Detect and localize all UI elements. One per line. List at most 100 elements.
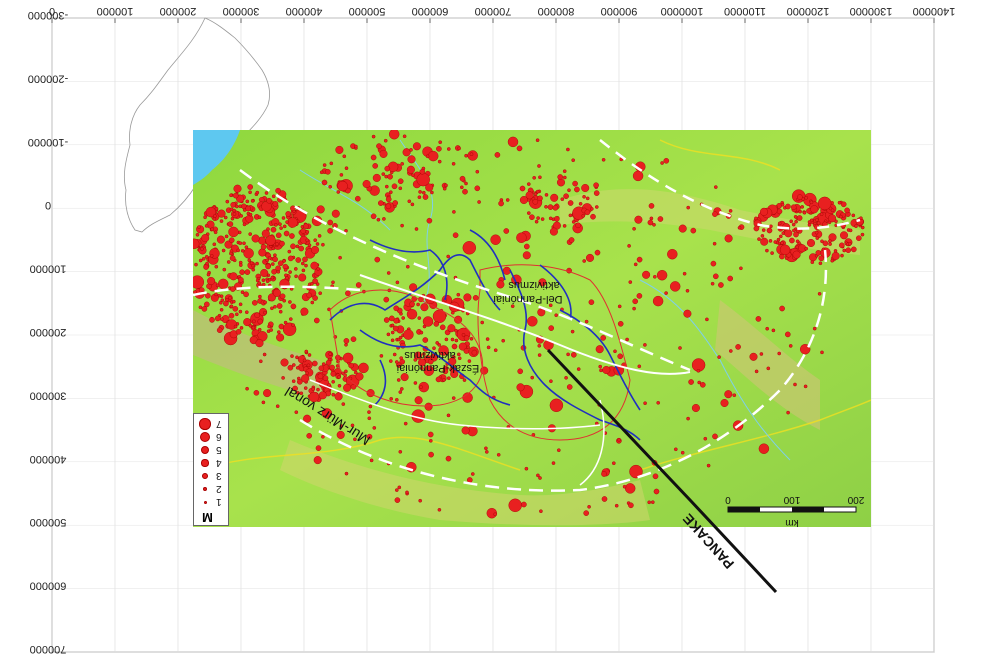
epicenter-dot [281, 376, 285, 380]
epicenter-dot [283, 230, 290, 237]
epicenter-dot [547, 204, 554, 210]
epicenter-dot [222, 267, 227, 272]
epicenter-dot [423, 365, 434, 376]
epicenter-dot [773, 240, 778, 244]
epicenter-dot [317, 373, 324, 380]
epicenter-dot [284, 273, 288, 278]
epicenter-dot [446, 147, 451, 151]
epicenter-dot [771, 328, 776, 333]
epicenter-dot [800, 205, 805, 209]
epicenter-dot [480, 320, 485, 325]
epicenter-dot [276, 330, 281, 334]
epicenter-dot [289, 233, 295, 239]
epicenter-dot [427, 431, 434, 438]
epicenter-dot [770, 251, 774, 255]
epicenter-dot [255, 190, 260, 195]
epicenter-dot [321, 408, 333, 419]
epicenter-dot [422, 352, 426, 356]
epicenter-dot [355, 282, 362, 288]
epicenter-dot [328, 352, 333, 356]
epicenter-dot [760, 207, 769, 216]
epicenter-dot [273, 223, 278, 227]
epicenter-dot [760, 237, 769, 246]
epicenter-dot [193, 275, 204, 289]
epicenter-dot [219, 317, 224, 322]
epicenter-dot [505, 198, 510, 202]
epicenter-dot [759, 352, 764, 356]
epicenter-dot [295, 244, 300, 249]
epicenter-dot [792, 250, 801, 259]
epicenter-dot [664, 291, 668, 295]
epicenter-dot [344, 166, 349, 170]
epicenter-dot [310, 300, 315, 305]
epicenter-dot [269, 328, 274, 332]
epicenter-dot [342, 352, 354, 364]
epicenter-dot [471, 349, 478, 356]
epicenter-dot [214, 206, 219, 211]
epicenter-dot [285, 220, 289, 224]
epicenter-dot [417, 316, 422, 320]
epicenter-dot [400, 223, 404, 228]
epicenter-dot [398, 186, 403, 191]
epicenter-dot [392, 352, 397, 357]
epicenter-dot [280, 358, 289, 367]
epicenter-dot [216, 327, 223, 334]
epicenter-dot [571, 351, 577, 358]
epicenter-dot [456, 352, 461, 357]
epicenter-dot [238, 263, 243, 267]
epicenter-dot [461, 426, 470, 435]
epicenter-dot [430, 190, 434, 195]
x-tick-label: 800000 [538, 5, 575, 17]
epicenter-dot [290, 243, 296, 250]
epicenter-dot [275, 404, 280, 409]
epicenter-dot [593, 182, 599, 188]
epicenter-dot [517, 368, 524, 375]
epicenter-dot [230, 201, 236, 208]
epicenter-dot [232, 212, 237, 216]
epicenter-dot [312, 295, 318, 301]
epicenter-dot [316, 205, 325, 214]
epicenter-dot [281, 216, 286, 220]
epicenter-dot [255, 261, 259, 266]
epicenter-dot [657, 216, 664, 222]
epicenter-dot [304, 349, 309, 354]
epicenter-dot [439, 324, 446, 331]
epicenter-dot [831, 251, 840, 260]
epicenter-dot [803, 384, 808, 389]
epicenter-dot [407, 199, 412, 204]
epicenter-dot [305, 229, 310, 234]
epicenter-dot [459, 185, 464, 190]
legend-magnitude-label: 4 [216, 457, 222, 468]
epicenter-dot [248, 190, 252, 195]
rivers [329, 229, 641, 441]
epicenter-dot [318, 391, 327, 400]
epicenter-dot [807, 223, 812, 227]
epicenter-dot [475, 169, 480, 174]
epicenter-dot [390, 330, 395, 335]
epicenter-dot [248, 323, 253, 328]
epicenter-dot [612, 461, 616, 466]
epicenter-dot [239, 326, 244, 330]
epicenter-dot [839, 214, 843, 219]
epicenter-dot [247, 258, 252, 263]
epicenter-dot [312, 278, 318, 284]
epicenter-dot [474, 185, 481, 192]
epicenter-dot [366, 433, 373, 440]
epicenter-dot [225, 199, 230, 204]
epicenter-dot [276, 303, 283, 309]
epicenter-dot [283, 268, 288, 272]
epicenter-dot [219, 307, 224, 312]
epicenter-dot [301, 268, 306, 273]
epicenter-dot [685, 288, 690, 293]
epicenter-dot [754, 216, 758, 221]
epicenter-dot [718, 282, 724, 288]
epicenter-dot [633, 262, 638, 267]
epicenter-dot [766, 366, 771, 371]
epicenter-dot [331, 379, 336, 384]
epicenter-dot [422, 194, 429, 200]
epicenter-dot [313, 238, 318, 242]
epicenter-dot [739, 266, 743, 271]
epicenter-dot [484, 446, 488, 451]
epicenter-dot [306, 292, 313, 299]
epicenter-dot [617, 437, 621, 442]
